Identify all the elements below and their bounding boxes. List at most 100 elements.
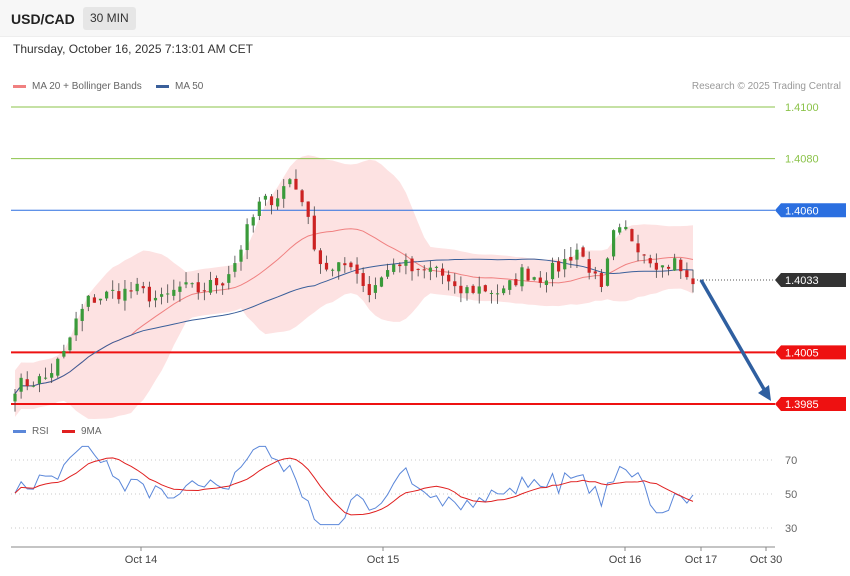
candle [312,206,316,252]
candle-body [239,249,243,262]
candle-body [605,258,610,286]
candle-body [581,247,585,257]
candle [367,276,371,303]
candle [416,268,420,277]
candle-body [331,269,335,271]
candle [611,229,616,261]
candle-body [618,227,622,233]
candle-body [227,274,231,283]
candle [489,290,494,304]
candle [483,284,487,293]
candle [569,246,573,268]
candle-body [282,186,286,199]
candle [447,270,451,291]
candle-body [141,286,145,289]
candle-body [587,259,591,273]
rsi-panel: 70 50 30 [11,445,797,535]
candle-body [434,266,439,268]
candle-body [514,279,518,286]
candle-body [526,268,530,281]
legend-rsi-ma: 9MA [62,426,102,437]
candle [349,261,353,271]
candle-body [324,262,329,270]
rsi-ma-line [14,457,694,516]
candle [294,169,298,190]
candle-body [37,376,42,384]
rsi-swatch [13,430,26,433]
candle-body [495,293,500,295]
candle-body [74,318,78,336]
candle-body [465,287,469,294]
candle [355,257,359,284]
candle-body [233,263,237,272]
candle-body [477,286,481,294]
candle-body [68,337,72,351]
candle [269,193,274,215]
candle [276,189,280,210]
candle [599,268,603,293]
candle [459,276,463,303]
legend-ma50-label: MA 50 [175,81,204,92]
price-label-text: 1.4100 [785,102,819,114]
timeframe-button[interactable]: 30 MIN [83,7,136,30]
candle-body [355,264,359,274]
candle-body [172,289,176,296]
candle-body [166,293,170,295]
candle-body [111,289,115,291]
candle-body [251,217,255,226]
candle-body [398,264,402,267]
candle-body [679,259,683,272]
price-label-1.4060: 1.4060 [775,203,846,218]
x-tick-label: Oct 14 [125,554,157,566]
candle-body [196,282,200,293]
candle-body [447,274,451,282]
candle [153,290,158,308]
candle [654,253,658,278]
candle-body [367,284,371,296]
candle [288,177,292,188]
candle [605,257,610,287]
ma50-swatch [156,85,169,88]
candle [257,197,261,221]
candle [618,223,622,235]
candle-body [416,268,420,270]
price-label-text: 1.4060 [785,205,819,217]
candle [172,279,176,301]
candle [434,265,439,278]
candle-body [147,286,151,302]
candle-body [19,377,23,392]
candle [453,273,457,294]
x-tick-label: Oct 15 [367,554,399,566]
candle-body [575,249,579,260]
candle-body [642,254,646,256]
candle [25,371,29,391]
candle-body [459,285,463,294]
candle [379,276,384,288]
candle [190,282,194,288]
candle-body [129,290,133,292]
moving-average-layer [14,228,694,394]
bollinger-band [15,155,693,420]
candle-body [184,282,188,285]
candle-body [80,308,84,321]
candle [80,303,84,332]
price-label-bg [775,397,846,411]
candle [343,257,347,273]
symbol-label: USD/CAD [11,11,75,27]
price-label-bg [775,345,846,360]
candle [422,265,426,279]
price-label-1.4033: 1.4033 [775,273,846,288]
candle [520,264,524,292]
candle [593,266,597,280]
candle-body [178,286,182,292]
candle [318,248,323,274]
legend-rsi: RSI [13,426,49,437]
candle [514,273,518,287]
candle-body [544,280,549,286]
candle-body [300,190,304,203]
candle [324,255,329,272]
candle [544,272,549,293]
ma50-line [14,258,694,394]
candle-body [660,265,665,268]
candle [575,243,579,268]
